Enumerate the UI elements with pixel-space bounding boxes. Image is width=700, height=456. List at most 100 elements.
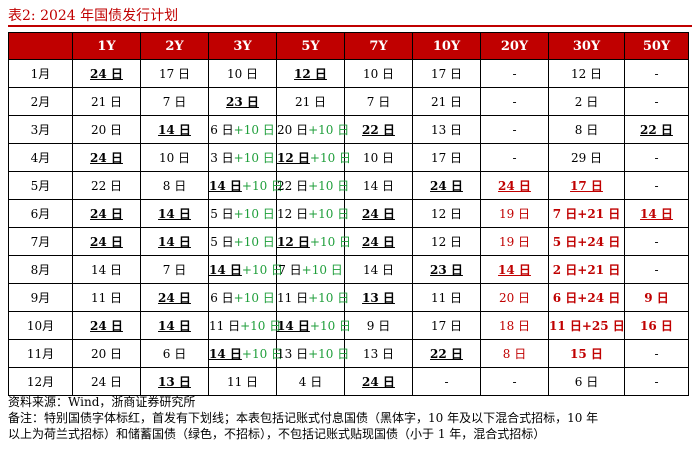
issue-date: 11 日 [90,291,123,305]
issue-date: 20 日 [498,291,531,305]
schedule-cell: 3 日+10 日 [208,143,277,172]
savings-bond-date: +10 日 [308,347,350,361]
schedule-cell: 13 日+10 日 [276,339,349,368]
issue-date: 24 日 [90,375,123,389]
issue-date: 14 日 [209,263,242,277]
schedule-cell: 2 日+21 日 [548,255,625,284]
schedule-cell: 15 日 [548,339,625,368]
issue-date: 17 日 [158,67,191,81]
schedule-cell: 22 日 [412,339,481,368]
schedule-cell: - [624,87,689,116]
schedule-cell: 29 日 [548,143,625,172]
schedule-cell: 14 日 [140,227,209,256]
issue-date: 8 日 [574,123,599,137]
issue-date: 12 日 [430,235,463,249]
issue-date: 24 日 [90,151,123,165]
issue-date: 24 日 [90,207,123,221]
schedule-cell: - [624,339,689,368]
schedule-cell: 5 日+10 日 [208,199,277,228]
savings-bond-date: +10 日 [308,291,350,305]
issue-date: - [654,94,659,109]
month-cell: 8月 [8,255,73,284]
schedule-cell: 20 日 [72,115,141,144]
schedule-cell: 10 日 [344,59,413,88]
schedule-cell: 8 日 [140,171,209,200]
issue-date: 20 日 [90,347,123,361]
schedule-cell: 6 日 [548,367,625,396]
schedule-cell: 20 日 [72,339,141,368]
issue-date: 22 日 [640,123,673,137]
issue-date: 6 日 [574,375,599,389]
schedule-cell: 10 日 [344,143,413,172]
table-title: 表2: 2024 年国债发行计划 [8,8,179,24]
issue-date: 7 日 [162,263,187,277]
schedule-cell: 7 日 [344,87,413,116]
issue-date: 12 日 [277,151,310,165]
header-cell: 50Y [624,32,689,60]
issue-date: 17 日 [430,151,463,165]
header-cell: 1Y [72,32,141,60]
schedule-cell: 5 日+10 日 [208,227,277,256]
schedule-cell: 24 日 [480,171,549,200]
issue-date: 14 日 [362,263,395,277]
remark-note-line2: 以上为荷兰式招标）和储蓄国债（绿色，不招标），不包括记账式贴现国债（小于 1 年… [8,427,546,441]
issue-date: 18 日 [498,319,531,333]
issue-date: - [654,234,659,249]
savings-bond-date: +10 日 [233,291,275,305]
schedule-cell: 6 日+10 日 [208,283,277,312]
schedule-cell: 24 日 [72,367,141,396]
schedule-cell: 14 日 [72,255,141,284]
schedule-cell: - [624,143,689,172]
issue-date: 24 日 [90,235,123,249]
schedule-cell: 7 日+21 日 [548,199,625,228]
schedule-cell: 17 日 [412,143,481,172]
schedule-cell: 24 日 [140,283,209,312]
schedule-cell: 11 日 [412,283,481,312]
issue-date: 23 日 [226,95,259,109]
header-cell: 20Y [480,32,549,60]
savings-bond-date: +10 日 [308,179,350,193]
issue-date: 24 日 [90,319,123,333]
issue-date: 22 日 [430,347,463,361]
issue-date: 14 日 [277,319,310,333]
footnotes: 资料来源：Wind，浙商证券研究所 备注：特别国债字体标红，首发有下划线；本表包… [8,394,696,442]
issue-date: 13 日 [158,375,191,389]
issue-date: 11 日+25 日 [549,319,625,333]
schedule-cell: 5 日+24 日 [548,227,625,256]
schedule-cell: 22 日 [344,115,413,144]
month-cell: 2月 [8,87,73,116]
issue-date: 22 日 [277,179,309,193]
issue-date: 12 日 [430,207,463,221]
issue-date: 24 日 [498,179,531,193]
schedule-cell: 24 日 [72,143,141,172]
schedule-cell: 12 日+10 日 [276,143,351,172]
issue-date: 14 日 [209,347,242,361]
issue-date: 14 日 [640,207,673,221]
issue-date: 11 日 [277,291,309,305]
issue-date: 20 日 [90,123,123,137]
savings-bond-date: +10 日 [241,347,284,361]
issue-date: 5 日+24 日 [552,235,621,249]
issue-date: 17 日 [430,319,463,333]
schedule-cell: 7 日 [140,87,209,116]
savings-bond-date: +10 日 [233,235,275,249]
issue-date: 2 日+21 日 [552,263,621,277]
month-cell: 12月 [8,367,73,396]
savings-bond-date: +10 日 [241,179,284,193]
schedule-cell: 14 日 [140,115,209,144]
schedule-cell: 23 日 [412,255,481,284]
issue-date: 11 日 [226,375,259,389]
month-cell: 5月 [8,171,73,200]
savings-bond-date: +10 日 [309,319,352,333]
issue-date: 15 日 [570,347,603,361]
savings-bond-date: +10 日 [241,263,284,277]
header-cell: 10Y [412,32,481,60]
issue-date: 4 日 [298,375,323,389]
month-cell: 4月 [8,143,73,172]
